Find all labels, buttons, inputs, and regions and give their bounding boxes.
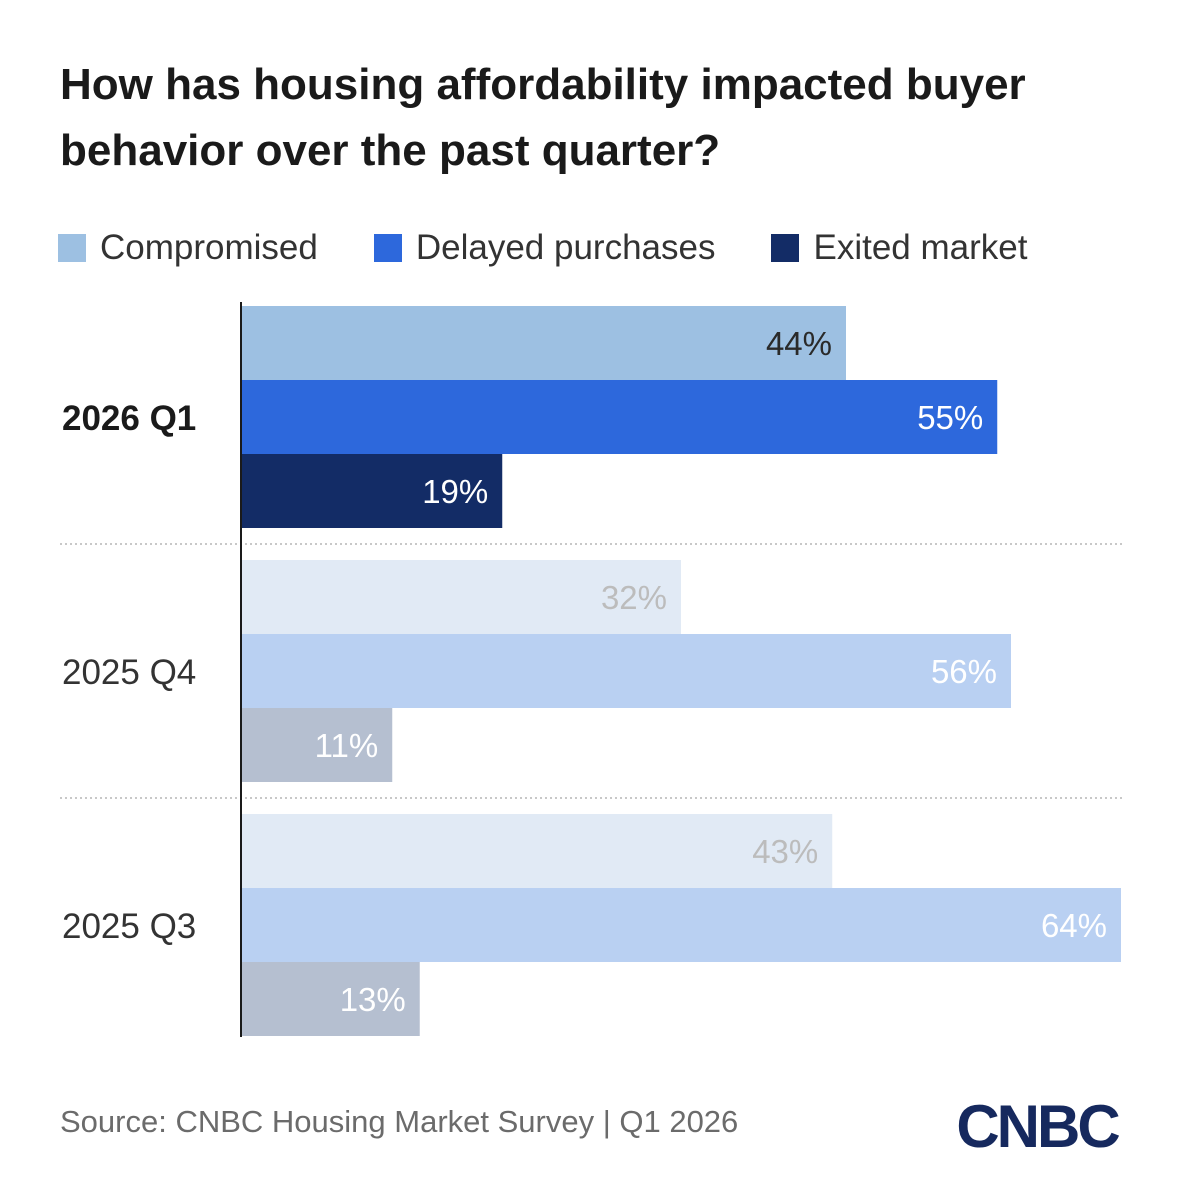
data-label: 32%: [601, 579, 667, 616]
bar-2025-q3-0: [241, 814, 833, 888]
category-label: 2025 Q4: [62, 653, 196, 692]
data-label: 11%: [315, 727, 379, 764]
cnbc-logo: CNBC: [956, 1094, 1122, 1156]
bar-2025-q3-1: [241, 888, 1121, 962]
legend-item-delayed: Delayed purchases: [373, 228, 716, 268]
data-label: 13%: [340, 981, 406, 1018]
bar-chart: 44% 55% 19% 2026 Q1 32% 56% 11% 2025 Q4 43% 64% 13…: [60, 302, 1122, 1037]
category-label: 2026 Q1: [62, 399, 196, 438]
legend-label-compromised: Compromised: [100, 228, 318, 267]
legend-swatch-compromised: [58, 234, 86, 262]
data-label: 19%: [422, 473, 488, 510]
bar-2026-q1-1: [241, 380, 998, 454]
svg-text:CNBC: CNBC: [956, 1094, 1119, 1156]
chart-title: How has housing affordability impacted b…: [60, 60, 1026, 175]
bar-2025-q4-2: [241, 708, 393, 782]
data-label: 64%: [1041, 907, 1107, 944]
data-label: 44%: [766, 325, 832, 362]
legend-swatch-exited: [771, 234, 800, 262]
legend-label-delayed: Delayed purchases: [415, 228, 716, 267]
bar-2026-q1-2: [241, 454, 503, 528]
legend-label-exited: Exited market: [813, 228, 1028, 267]
legend-item-compromised: Compromised: [58, 228, 318, 268]
data-label: 55%: [917, 399, 983, 436]
bar-2025-q3-2: [241, 962, 420, 1036]
bar-2026-q1-0: [241, 306, 846, 380]
data-label: 56%: [931, 653, 997, 690]
data-label: 43%: [752, 833, 818, 870]
legend-swatch-delayed: [373, 234, 402, 262]
bar-2025-q4-0: [241, 560, 681, 634]
category-label: 2025 Q3: [62, 907, 196, 946]
legend: Compromised Delayed purchases Exited mar…: [58, 226, 1027, 270]
legend-item-exited: Exited market: [771, 228, 1027, 268]
bar-2025-q4-1: [241, 634, 1011, 708]
source-note: Source: CNBC Housing Market Survey | Q1 …: [60, 1104, 739, 1139]
